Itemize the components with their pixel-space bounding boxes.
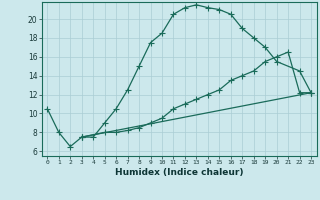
- X-axis label: Humidex (Indice chaleur): Humidex (Indice chaleur): [115, 168, 244, 177]
